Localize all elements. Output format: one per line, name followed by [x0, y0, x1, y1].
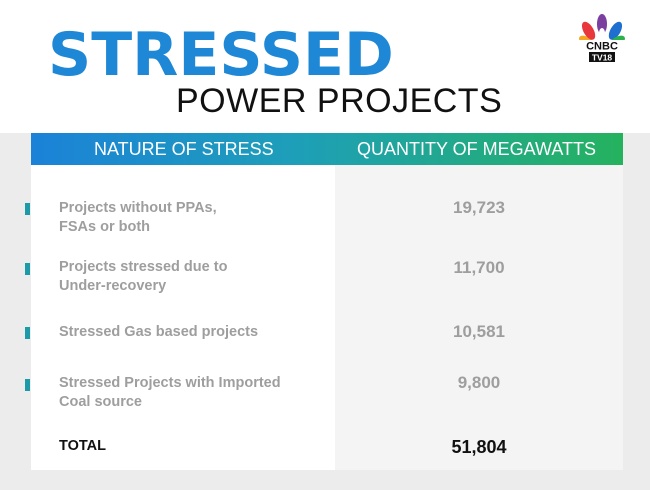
page-subtitle: POWER PROJECTS: [176, 82, 503, 120]
row-marker: [25, 379, 30, 391]
table-row-label: Projects stressed due to Under-recovery: [59, 259, 228, 294]
table-row-value: 9,800: [457, 373, 501, 392]
column-header-nature: NATURE OF STRESS: [94, 139, 274, 159]
cnbc-peacock-logo: CNBC TV18: [579, 14, 625, 62]
table-row-label: Projects without PPAs, FSAs or both: [59, 200, 217, 235]
table-header: NATURE OF STRESS QUANTITY OF MEGAWATTS: [31, 133, 623, 165]
table-row-value: 10,581: [453, 322, 505, 341]
table-row-label: Stressed Gas based projects: [59, 324, 259, 340]
table-row-value: 11,700: [453, 258, 505, 277]
row-marker: [25, 263, 30, 275]
total-label: TOTAL: [59, 438, 106, 454]
nature-column: [31, 165, 335, 470]
megawatts-column: [335, 165, 623, 470]
logo-text-tv18: TV18: [592, 52, 613, 62]
row-marker: [25, 327, 30, 339]
table-row-value: 19,723: [453, 198, 505, 217]
page-title: STRESSED: [48, 20, 394, 90]
column-header-megawatts: QUANTITY OF MEGAWATTS: [357, 139, 597, 159]
total-value: 51,804: [451, 437, 507, 457]
logo-text-cnbc: CNBC: [586, 41, 618, 53]
row-marker: [25, 203, 30, 215]
table-row-label: Stressed Projects with Imported Coal sou…: [59, 375, 281, 410]
